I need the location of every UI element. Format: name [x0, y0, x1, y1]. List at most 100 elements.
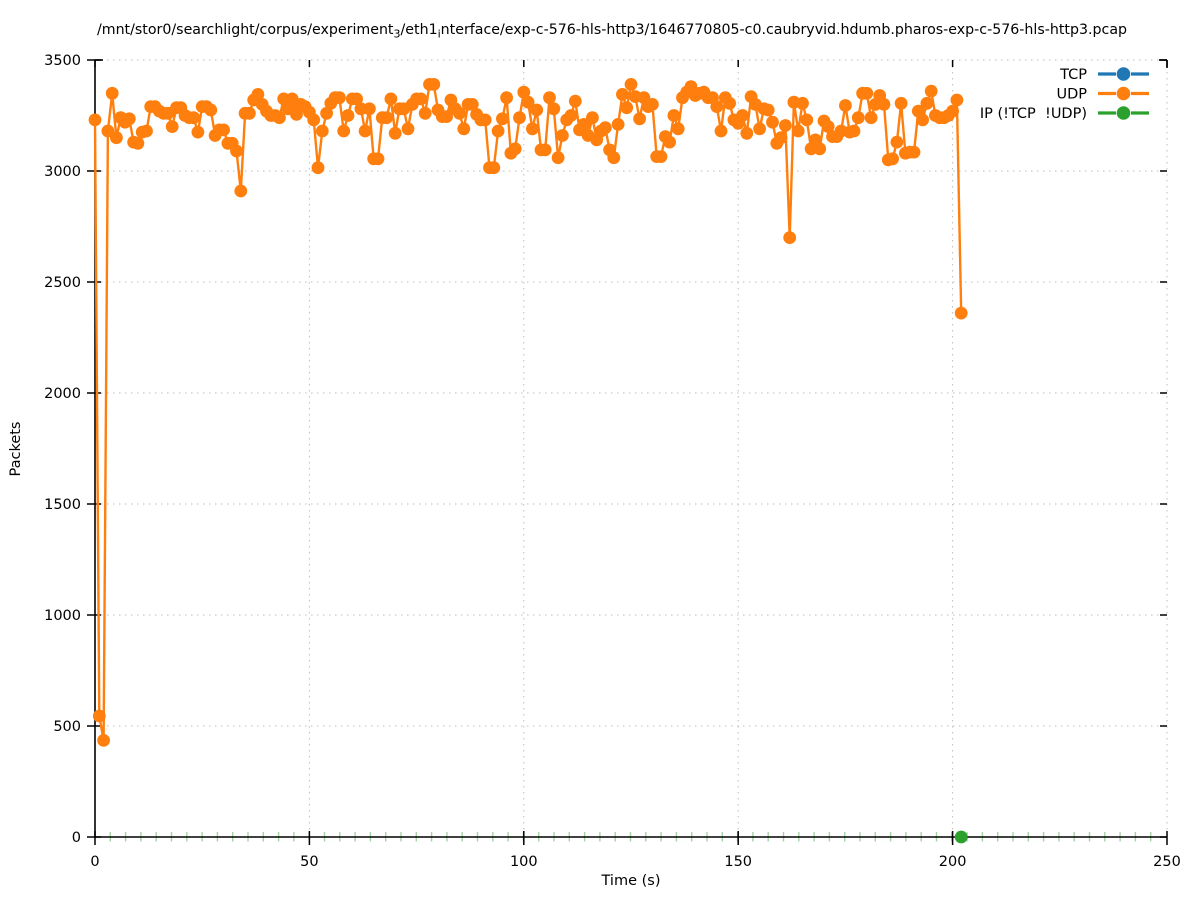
data-point	[864, 111, 878, 125]
data-point	[800, 113, 814, 127]
data-point	[564, 109, 578, 122]
data-point	[740, 126, 754, 140]
data-point	[761, 103, 775, 117]
data-point	[363, 102, 376, 116]
data-point	[954, 830, 968, 844]
data-point	[543, 91, 556, 105]
data-point	[388, 126, 402, 140]
data-point	[165, 120, 179, 133]
series-line	[93, 83, 963, 742]
data-point	[671, 122, 685, 136]
data-point	[839, 99, 852, 112]
data-point	[273, 111, 286, 125]
data-point	[187, 111, 201, 125]
data-point	[418, 106, 432, 120]
legend-sample-point	[1116, 86, 1131, 101]
data-point	[530, 103, 544, 117]
x-tick-label: 50	[300, 854, 318, 870]
data-point	[97, 734, 110, 747]
data-point	[714, 124, 728, 138]
data-point	[860, 86, 874, 100]
tick-labels: 0 500 1000 1500 2000 2500 3000 3500 0 50 100 150 200…	[44, 53, 1181, 870]
data-point	[307, 113, 321, 127]
data-point	[341, 109, 355, 122]
data-point	[311, 161, 325, 175]
data-point	[380, 111, 393, 125]
data-point	[513, 111, 526, 125]
data-point	[191, 125, 205, 139]
data-point	[633, 112, 646, 126]
series-ip-tcp-udp-	[954, 830, 968, 844]
data-point	[333, 91, 346, 105]
y-tick-label: 3000	[44, 164, 81, 180]
data-point	[556, 129, 569, 142]
data-point	[465, 98, 479, 111]
data-point	[577, 118, 591, 131]
data-point	[92, 709, 106, 723]
data-point	[105, 86, 119, 100]
data-series	[88, 78, 968, 844]
legend-row-udp: UDP	[1056, 86, 1149, 103]
data-point	[796, 96, 809, 110]
legend-row-ip: IP (!TCP !UDP)	[980, 106, 1149, 122]
data-point	[517, 85, 531, 99]
x-tick-label: 100	[510, 854, 538, 870]
data-point	[500, 91, 513, 105]
data-point	[624, 78, 638, 91]
data-point	[774, 131, 788, 145]
data-point	[358, 124, 372, 138]
x-tick-label: 150	[724, 854, 752, 870]
y-tick-label: 3500	[44, 53, 81, 69]
data-point	[427, 78, 441, 91]
data-point	[946, 104, 959, 118]
y-axis-label: Packets	[8, 422, 24, 477]
data-point	[243, 106, 256, 120]
data-point	[315, 124, 329, 138]
data-point	[110, 131, 123, 145]
data-point	[920, 96, 934, 110]
data-point	[350, 92, 363, 106]
data-point	[890, 135, 904, 149]
x-tick-label: 200	[939, 854, 967, 870]
data-point	[851, 111, 865, 125]
data-point	[131, 136, 145, 150]
data-point	[753, 122, 766, 136]
data-point	[663, 135, 676, 149]
data-point	[337, 124, 351, 138]
chart-title: /mnt/stor0/searchlight/corpus/experiment…	[97, 22, 1127, 41]
legend: TCP UDP IP (!TCP !UDP)	[980, 67, 1149, 122]
data-point	[667, 109, 681, 122]
data-point	[230, 144, 243, 158]
data-point	[551, 151, 565, 165]
data-point	[813, 142, 827, 156]
data-point	[598, 121, 612, 135]
data-point	[710, 100, 724, 113]
data-point	[783, 231, 797, 245]
data-point	[491, 124, 505, 138]
major-ticks	[87, 59, 1168, 845]
data-point	[954, 306, 968, 320]
data-point	[88, 113, 102, 127]
data-point	[821, 120, 835, 133]
data-point	[457, 122, 471, 136]
data-point	[371, 152, 385, 166]
data-point	[654, 150, 668, 164]
data-point	[916, 113, 929, 127]
data-point	[414, 92, 428, 106]
x-tick-label: 250	[1153, 854, 1181, 870]
data-point	[620, 101, 634, 115]
data-point	[894, 96, 908, 110]
data-point	[736, 109, 749, 122]
data-point	[521, 95, 535, 109]
x-axis-label: Time (s)	[601, 873, 661, 889]
legend-sample-point	[1116, 67, 1131, 81]
y-tick-label: 500	[53, 719, 81, 735]
data-point	[847, 124, 861, 138]
data-point	[440, 110, 453, 123]
data-point	[496, 112, 509, 126]
legend-sample-point	[1116, 106, 1131, 120]
data-point	[217, 123, 231, 137]
data-point	[140, 124, 153, 138]
